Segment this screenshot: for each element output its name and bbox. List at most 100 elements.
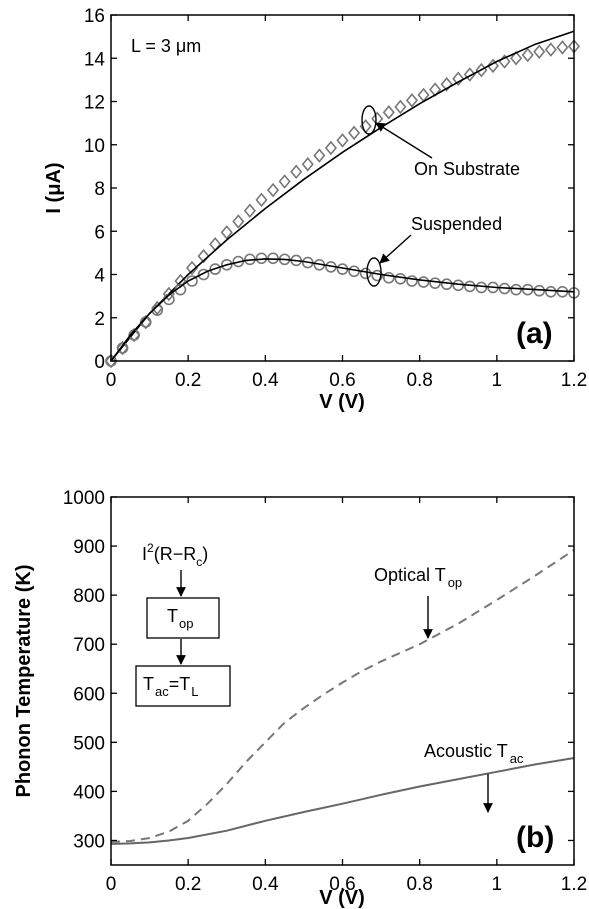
panel-a-diamond-point [336,133,349,148]
panel-a-diamond-point [544,42,557,57]
panel-a-xtick-label: 1.2 [561,370,587,391]
panel-a-diamond-point [197,248,210,264]
panel-a-circle-point [464,280,476,293]
panel-b-ytick-label: 500 [73,733,105,754]
acoustic-label-sub: ac [510,751,524,766]
panel-a-diamond-point [139,314,152,330]
panel-a-diamond-point [243,203,256,218]
panel-a-ytick-label: 6 [94,222,105,243]
panel-b-xtick-label: 1 [492,874,503,895]
panel-b-xtick-label: 0.2 [175,874,201,895]
panel-a-circle-point [429,277,441,289]
inset-box-bottom-main1: T [143,674,154,694]
suspended-ellipse [366,257,382,287]
panel-a-diamond-point [116,340,129,356]
panel-a-circle-point [197,268,210,281]
panel-a-ylabel: I (μA) [43,162,65,213]
inset-box-bottom-sub2: L [191,684,198,699]
panel-a-circle-point [406,275,418,287]
panel-a-diamond-point [440,76,453,92]
panel-a-xtick-label: 1 [492,370,503,391]
panel-b-xlabel: V (V) [319,887,365,909]
panel-a-diamond-point [556,40,569,55]
panel-b-ytick-label: 1000 [63,488,105,509]
panel-a-diamond-point [255,192,268,208]
panel-a-diamond-point [278,174,291,189]
panel-b-ticks: 0 0.2 0.4 0.6 0.8 1 1.2 300 400 500 600 700 800 900 10… [63,488,587,895]
panel-b-ytick-label: 600 [73,684,105,705]
panel-a-circle-point [116,342,129,354]
on-substrate-arrow [375,122,433,159]
panel-a-label: (a) [516,317,553,350]
panel-b-xtick-label: 0.6 [329,874,355,895]
panel-a-diamond-point [301,156,314,172]
panel-a-xtick-label: 0.2 [175,370,201,391]
panel-a-ytick-label: 4 [94,266,105,287]
inset-box-bottom-eq: =T [169,674,191,694]
inset-power-rest: (R−R [154,544,197,564]
panel-a-diamond-point [232,214,245,229]
panel-a-series-1-line [110,30,575,362]
panel-a-ytick-label: 16 [84,6,105,27]
panel-a-circle-point [510,283,522,296]
suspended-arrow [379,234,412,264]
panel-a-data-layer [104,30,581,369]
panel-b-series-0-line [110,549,575,843]
panel-a-xtick-label: 0.4 [252,370,279,391]
panel-a-circle-point [417,276,430,288]
inset-power-i: I [142,544,147,564]
panel-a-xtick-label: 0.8 [406,370,432,391]
panel-b-xtick-label: 0.4 [252,874,279,895]
panel-a-diamond-point [209,236,222,252]
panel-a-diamond-point [510,51,523,66]
panel-a-ytick-label: 0 [94,352,105,373]
panel-a-diamond-point [185,260,199,276]
panel-a-diamond-point [521,47,534,63]
acoustic-label-main: Acoustic T [424,741,508,761]
panel-b-data-layer [110,549,575,845]
panel-a-circle-point [209,263,221,275]
panel-a-diamond-point [104,353,118,369]
panel-b: 0 0.2 0.4 0.6 0.8 1 1.2 300 400 500 600 700 800 900 10… [13,488,587,909]
panel-b-ytick-label: 300 [73,831,105,852]
on-substrate-ellipse [361,105,377,135]
panel-b-xtick-label: 1.2 [561,874,587,895]
panel-a-circle-point [475,281,488,294]
on-substrate-label: On Substrate [414,159,520,179]
panel-a-diamond-point [290,164,303,180]
panel-a-diamond-point [394,99,407,115]
panel-b-xtick-label: 0.8 [406,874,432,895]
inset-box-top-main: T [167,606,178,626]
panel-b-ytick-label: 800 [73,586,105,607]
inset-power-close: ) [202,544,208,564]
panel-b-ytick-label: 900 [73,537,105,558]
panel-a-diamond-point [533,44,546,60]
panel-a-diamond-point [220,225,233,240]
panel-b-ytick-label: 400 [73,782,105,803]
panel-a-circle-point [220,258,233,271]
optical-label-sub: op [448,575,462,590]
panel-b-ytick-label: 700 [73,635,105,656]
panel-a-diamond-point [463,67,476,82]
panel-b-series-1-line [110,757,575,845]
panel-a-diamond-point [324,140,337,156]
panel-a-ticks: 0 0.2 0.4 0.6 0.8 1 1.2 0 2 4 6 8 10 12 14 16 [84,6,587,391]
inset-power-text: I2(R−Rc) [142,541,208,569]
panel-a-circle-point [394,273,407,285]
panel-a-series-3-line [110,258,575,362]
panel-b-xtick-label: 0 [106,874,117,895]
panel-a-diamond-point [382,105,395,120]
panel-a-ytick-label: 14 [84,49,106,70]
panel-a-diamond-point [128,327,141,343]
panel-a-circle-point [359,267,372,280]
inset-box-top-sub: op [179,616,193,631]
panel-a-circle-point [382,271,395,284]
panel-a-circle-point [440,278,453,291]
panel-b-ylabel: Phonon Temperature (K) [13,565,35,798]
panel-a-circle-point [371,269,384,282]
panel-a-diamond-point [348,125,361,141]
inset-box-top [146,597,220,639]
